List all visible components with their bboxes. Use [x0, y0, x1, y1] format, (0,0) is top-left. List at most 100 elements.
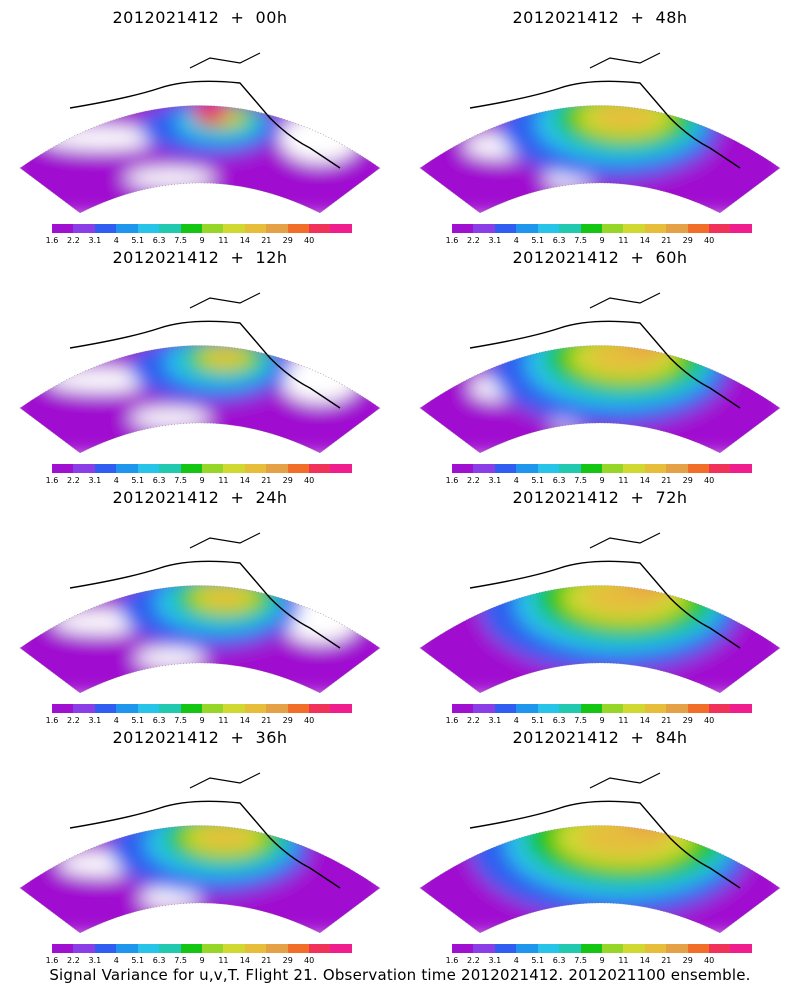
- forecast-panel: 2012021412 + 72h 1.6 2.2 3.1 4 5.1 6.3 7.5 9 11 1…: [400, 480, 800, 725]
- colorbar-tick-label: 2.2: [467, 956, 480, 965]
- colorbar-tick-label: 5.1: [531, 716, 545, 725]
- variance-map: [419, 532, 781, 693]
- colorbar-swatch: [452, 224, 474, 233]
- colorbar-ticks: 1.6 2.2 3.1 4 5.1 6.3 7.5 9 11 14 21 29 40: [46, 236, 352, 246]
- colorbar-ticks: 1.6 2.2 3.1 4 5.1 6.3 7.5 9 11 14 21 29 40: [446, 476, 752, 486]
- colorbar-swatch: [201, 464, 224, 473]
- colorbar-tick-label: 40: [704, 956, 715, 965]
- colorbar-swatch: [516, 464, 538, 473]
- variance-map: [19, 292, 381, 453]
- colorbar-swatch: [201, 944, 224, 953]
- colorbar-swatch: [730, 464, 752, 473]
- colorbar-swatch: [52, 704, 74, 713]
- colorbar-swatch: [116, 704, 138, 713]
- colorbar-tick-label: 29: [282, 956, 293, 965]
- forecast-panel: 2012021412 + 48h 1.6 2.2 3.1 4 5.1 6.3 7.5 9 11 1…: [400, 0, 800, 245]
- colorbar-tick-label: 3.1: [488, 236, 502, 245]
- colorbar-swatch: [473, 224, 495, 233]
- colorbar-tick-label: 11: [218, 716, 229, 725]
- colorbar-swatch: [137, 944, 160, 953]
- colorbar-tick-label: 7.5: [174, 476, 187, 485]
- colorbar-tick-label: 5.1: [131, 716, 145, 725]
- colorbar: [452, 704, 752, 713]
- colorbar-tick-label: 7.5: [574, 956, 587, 965]
- colorbar-tick-label: 14: [639, 236, 650, 245]
- colorbar-tick-label: 29: [282, 476, 293, 485]
- colorbar-swatch: [287, 224, 310, 233]
- colorbar-swatch: [473, 704, 495, 713]
- colorbar-swatch: [730, 704, 752, 713]
- colorbar-tick-label: 7.5: [574, 716, 587, 725]
- colorbar-swatch: [644, 944, 667, 953]
- colorbar-swatch: [516, 944, 538, 953]
- colorbar: [452, 464, 752, 473]
- colorbar-tick-label: 21: [661, 236, 672, 245]
- colorbar-tick-label: 7.5: [174, 236, 187, 245]
- colorbar-swatch: [623, 224, 645, 233]
- colorbar-swatch: [473, 464, 495, 473]
- colorbar-tick-label: 11: [618, 476, 629, 485]
- colorbar-swatch: [137, 704, 160, 713]
- colorbar-swatch: [580, 224, 602, 233]
- colorbar-swatch: [309, 704, 331, 713]
- colorbar: [452, 224, 752, 233]
- colorbar-tick-label: 14: [239, 236, 250, 245]
- colorbar-swatch: [159, 224, 181, 233]
- colorbar-swatch: [180, 704, 202, 713]
- colorbar-swatch: [559, 944, 581, 953]
- colorbar-swatch: [137, 464, 160, 473]
- colorbar-ticks: 1.6 2.2 3.1 4 5.1 6.3 7.5 9 11 14 21 29 40: [446, 236, 752, 246]
- colorbar-swatch: [266, 704, 288, 713]
- colorbar-tick-label: 6.3: [552, 236, 566, 245]
- forecast-panel: 2012021412 + 84h 1.6 2.2 3.1 4 5.1 6.3 7.5 9 11 1…: [400, 720, 800, 965]
- colorbar-swatch: [201, 224, 224, 233]
- colorbar-tick-label: 40: [704, 476, 715, 485]
- colorbar-swatch: [244, 464, 267, 473]
- forecast-panel: 2012021412 + 36h 1.6 2.2 3.1 4 5.1 6.3 7.5 9 11 1…: [0, 720, 400, 965]
- colorbar-swatch: [580, 464, 602, 473]
- colorbar-tick-label: 2.2: [467, 476, 480, 485]
- colorbar-swatch: [452, 944, 474, 953]
- colorbar-tick-label: 2.2: [467, 716, 480, 725]
- colorbar-swatch: [709, 464, 731, 473]
- colorbar-swatch: [180, 224, 202, 233]
- colorbar-swatch: [287, 464, 310, 473]
- colorbar-tick-label: 40: [304, 716, 315, 725]
- colorbar-swatch: [623, 704, 645, 713]
- colorbar-swatch: [623, 944, 645, 953]
- colorbar-tick-label: 4: [113, 236, 119, 245]
- variance-map: [419, 772, 781, 933]
- colorbar-tick-label: 21: [261, 716, 272, 725]
- colorbar-swatch: [266, 224, 288, 233]
- variance-map: [419, 292, 781, 453]
- colorbar-swatch: [644, 704, 667, 713]
- colorbar-tick-label: 1.6: [445, 236, 459, 245]
- colorbar-tick-label: 29: [682, 956, 693, 965]
- colorbar-swatch: [73, 464, 95, 473]
- colorbar-swatch: [730, 224, 752, 233]
- colorbar-swatch: [623, 464, 645, 473]
- colorbar-swatch: [309, 944, 331, 953]
- colorbar-tick-label: 29: [282, 716, 293, 725]
- colorbar-swatch: [644, 464, 667, 473]
- colorbar-swatch: [330, 224, 352, 233]
- colorbar-swatch: [330, 944, 352, 953]
- colorbar-swatch: [223, 224, 245, 233]
- panel-title: 2012021412 + 72h: [512, 488, 688, 507]
- colorbar-tick-label: 6.3: [152, 716, 166, 725]
- colorbar-tick-label: 2.2: [467, 236, 480, 245]
- colorbar-swatch: [180, 944, 202, 953]
- colorbar-tick-label: 5.1: [131, 476, 145, 485]
- colorbar-tick-label: 40: [704, 716, 715, 725]
- colorbar-swatch: [266, 944, 288, 953]
- colorbar-tick-label: 14: [239, 716, 250, 725]
- colorbar-swatch: [516, 224, 538, 233]
- colorbar-swatch: [201, 704, 224, 713]
- colorbar-swatch: [537, 224, 560, 233]
- colorbar-swatch: [159, 704, 181, 713]
- colorbar-swatch: [687, 944, 710, 953]
- colorbar-tick-label: 9: [199, 956, 205, 965]
- colorbar-swatch: [94, 464, 117, 473]
- colorbar-tick-label: 40: [304, 476, 315, 485]
- colorbar-tick-label: 21: [261, 476, 272, 485]
